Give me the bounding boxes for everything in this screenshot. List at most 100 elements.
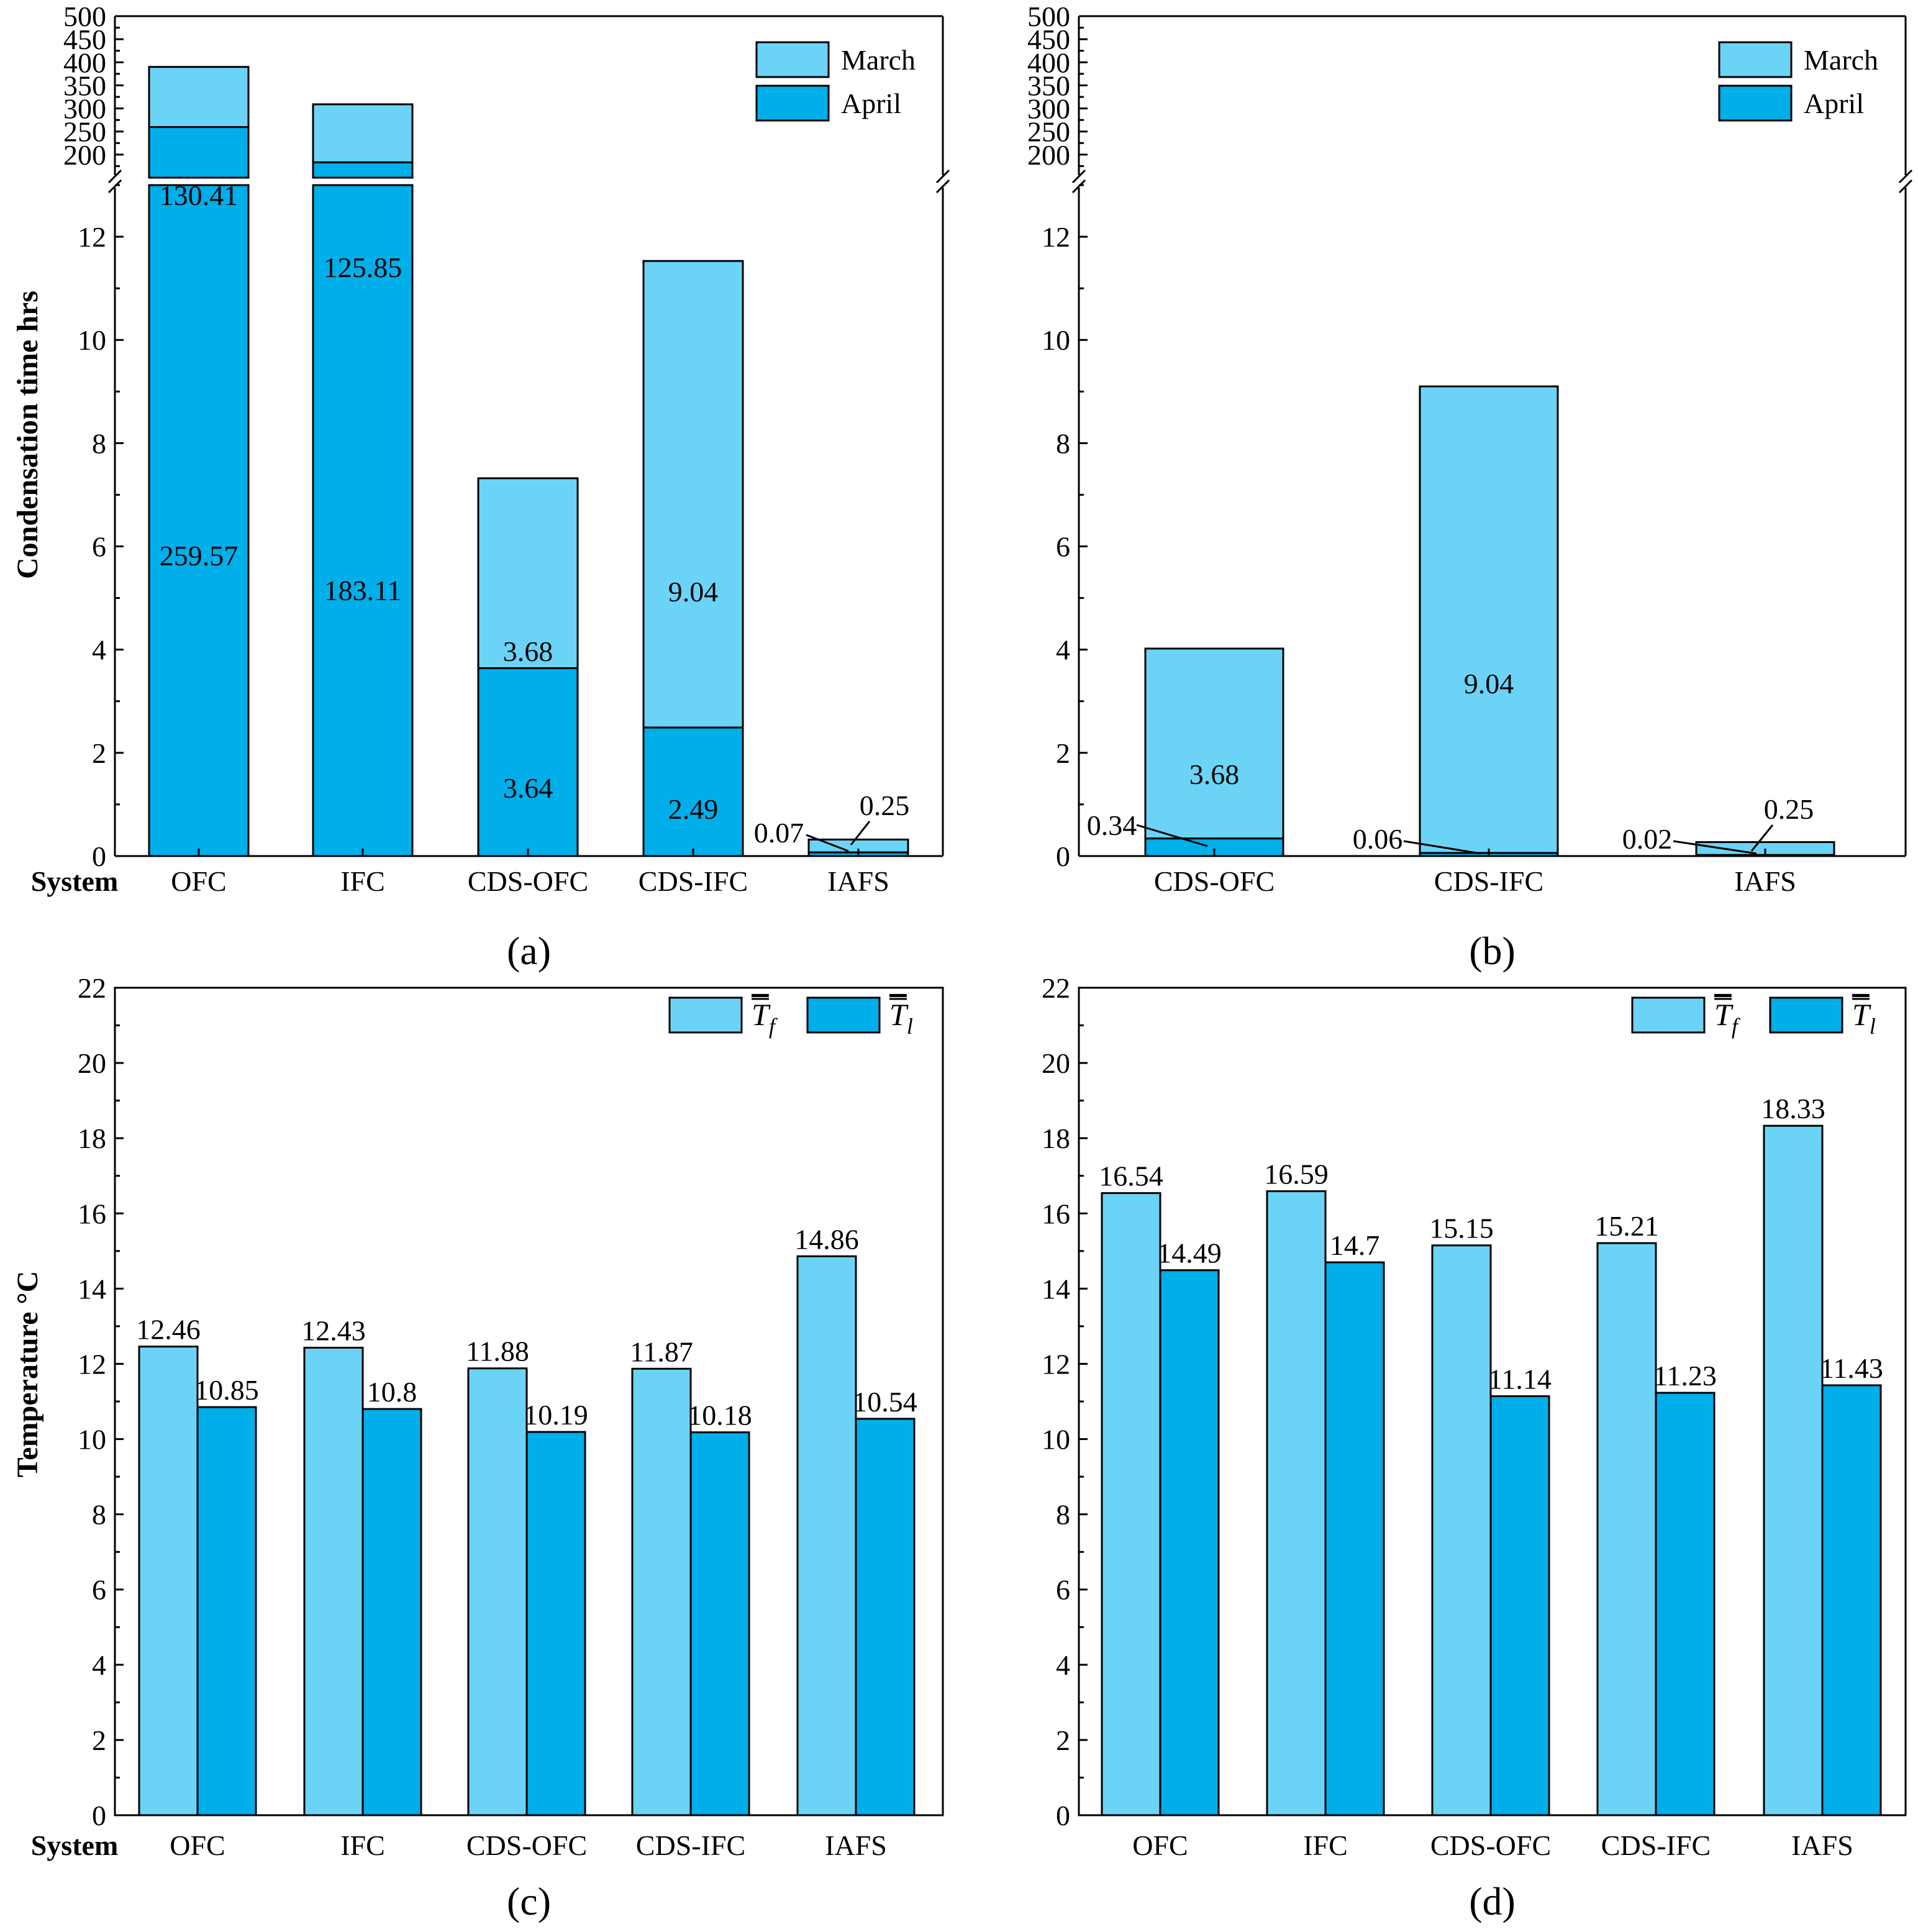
- data-label-april: 259.57: [160, 540, 239, 572]
- data-label-tl: 14.49: [1157, 1237, 1222, 1269]
- bar-march: [477, 477, 579, 670]
- data-label-april: 0.06: [1353, 823, 1403, 855]
- x-tick-label: OFC: [1132, 1829, 1188, 1861]
- y-tick-label: 22: [1042, 972, 1070, 1004]
- callout-line: [1136, 824, 1208, 847]
- x-tick-label: IAFS: [1734, 865, 1796, 897]
- data-label-tf: 16.59: [1264, 1159, 1329, 1190]
- y-tick-label: 500: [1027, 1, 1070, 32]
- x-tick-label: IAFS: [827, 865, 889, 897]
- bar-tl: [1655, 1392, 1716, 1816]
- legend-label-tl: Tl: [1852, 997, 1876, 1039]
- y-tick-label: 6: [1056, 531, 1070, 563]
- legend-label-tf: Tf: [1714, 997, 1741, 1039]
- y-tick-label: 12: [78, 221, 106, 253]
- y-tick-label: 10: [78, 1424, 106, 1456]
- bar-tf: [1763, 1124, 1824, 1816]
- x-tick-label: CDS-IFC: [636, 1829, 745, 1861]
- data-label-april: 2.49: [668, 793, 719, 825]
- legend-swatch-march: [755, 41, 830, 78]
- x-tick-label: IAFS: [1791, 1829, 1853, 1861]
- y-tick-label: 14: [78, 1273, 106, 1305]
- data-label-april: 0.02: [1622, 823, 1673, 855]
- y-tick-label: 6: [92, 1574, 106, 1606]
- legend-label-march: March: [841, 44, 916, 76]
- bar-tf: [631, 1367, 692, 1816]
- y-tick-label: 0: [92, 841, 106, 872]
- y-tick-label: 0: [92, 1800, 106, 1831]
- data-label-april: 0.07: [754, 817, 804, 849]
- y-tick-label: 18: [1042, 1123, 1070, 1154]
- bar-march: [1144, 647, 1284, 840]
- y-tick-label: 8: [92, 1499, 106, 1531]
- x-tick-label: CDS-IFC: [1601, 1829, 1711, 1861]
- x-tick-label: OFC: [170, 1829, 225, 1861]
- data-label-tf: 12.43: [301, 1315, 366, 1346]
- y-tick-label: 8: [1056, 427, 1070, 459]
- bar-march: [148, 66, 250, 129]
- data-label-tf: 15.15: [1429, 1213, 1494, 1244]
- legend-swatch-tl: [1769, 996, 1843, 1034]
- y-tick-label: 2: [92, 1725, 106, 1756]
- y-axis-title: Condensation time hrs: [11, 291, 44, 579]
- y-tick-label: 6: [92, 531, 106, 563]
- y-tick-label: 12: [1042, 221, 1070, 253]
- data-label-march: 3.68: [503, 636, 553, 667]
- bar-tl: [1159, 1269, 1220, 1816]
- bar-march: [642, 260, 744, 729]
- legend-swatch-april: [755, 84, 830, 122]
- callout-line: [806, 834, 849, 852]
- legend-swatch-tf: [1631, 996, 1706, 1034]
- y-tick-label: 200: [1027, 139, 1070, 171]
- bar-tf: [796, 1255, 857, 1816]
- data-label-march: 130.41: [160, 180, 239, 211]
- bar-tl: [196, 1406, 257, 1816]
- y-tick-label: 20: [1042, 1047, 1070, 1079]
- bar-april: [312, 184, 414, 857]
- bar-tf: [467, 1367, 528, 1816]
- data-label-march: 9.04: [668, 576, 719, 608]
- legend-label-april: April: [1804, 88, 1864, 119]
- y-tick-label: 4: [92, 634, 106, 666]
- data-label-april: 3.64: [503, 772, 553, 804]
- bar-april: [312, 161, 414, 179]
- y-tick-label: 300: [63, 93, 106, 125]
- y-tick-label: 250: [1027, 116, 1070, 148]
- y-tick-label: 400: [1027, 47, 1070, 78]
- y-tick-label: 12: [78, 1348, 106, 1380]
- y-tick-label: 450: [1027, 24, 1070, 55]
- y-tick-label: 500: [63, 1, 106, 32]
- data-label-tl: 10.85: [194, 1374, 259, 1406]
- x-tick-label: CDS-OFC: [1430, 1829, 1551, 1861]
- legend-swatch-tl: [806, 996, 881, 1034]
- x-tick-label: CDS-OFC: [468, 865, 588, 897]
- bar-tl: [525, 1431, 586, 1816]
- bar-tl: [1324, 1261, 1385, 1816]
- y-tick-label: 12: [1042, 1348, 1070, 1380]
- legend-swatch-march: [1718, 41, 1793, 78]
- bar-march: [1419, 385, 1559, 854]
- axis-break-mark: [1898, 179, 1913, 194]
- data-label-tl: 10.18: [688, 1400, 752, 1431]
- data-label-tl: 10.19: [524, 1399, 588, 1431]
- legend-label-april: April: [841, 88, 901, 119]
- x-tick-label: OFC: [171, 865, 226, 897]
- legend-symbol-label: Tf: [752, 997, 778, 1039]
- y-tick-label: 14: [1042, 1273, 1070, 1305]
- y-tick-label: 400: [63, 47, 106, 78]
- y-tick-label: 2: [1056, 737, 1070, 769]
- y-tick-label: 350: [1027, 70, 1070, 101]
- bar-april: [477, 667, 579, 857]
- x-tick-label: CDS-IFC: [1434, 865, 1543, 897]
- x-tick-label: IFC: [340, 1829, 385, 1861]
- data-label-tf: 12.46: [136, 1314, 201, 1346]
- data-label-tf: 14.86: [794, 1223, 859, 1255]
- data-label-march: 9.04: [1464, 668, 1514, 699]
- y-tick-label: 10: [1042, 1424, 1070, 1456]
- y-tick-label: 6: [1056, 1574, 1070, 1606]
- axis-break-mark: [935, 179, 950, 194]
- panel-label: (d): [1469, 1879, 1516, 1923]
- panel-label: (b): [1469, 929, 1516, 973]
